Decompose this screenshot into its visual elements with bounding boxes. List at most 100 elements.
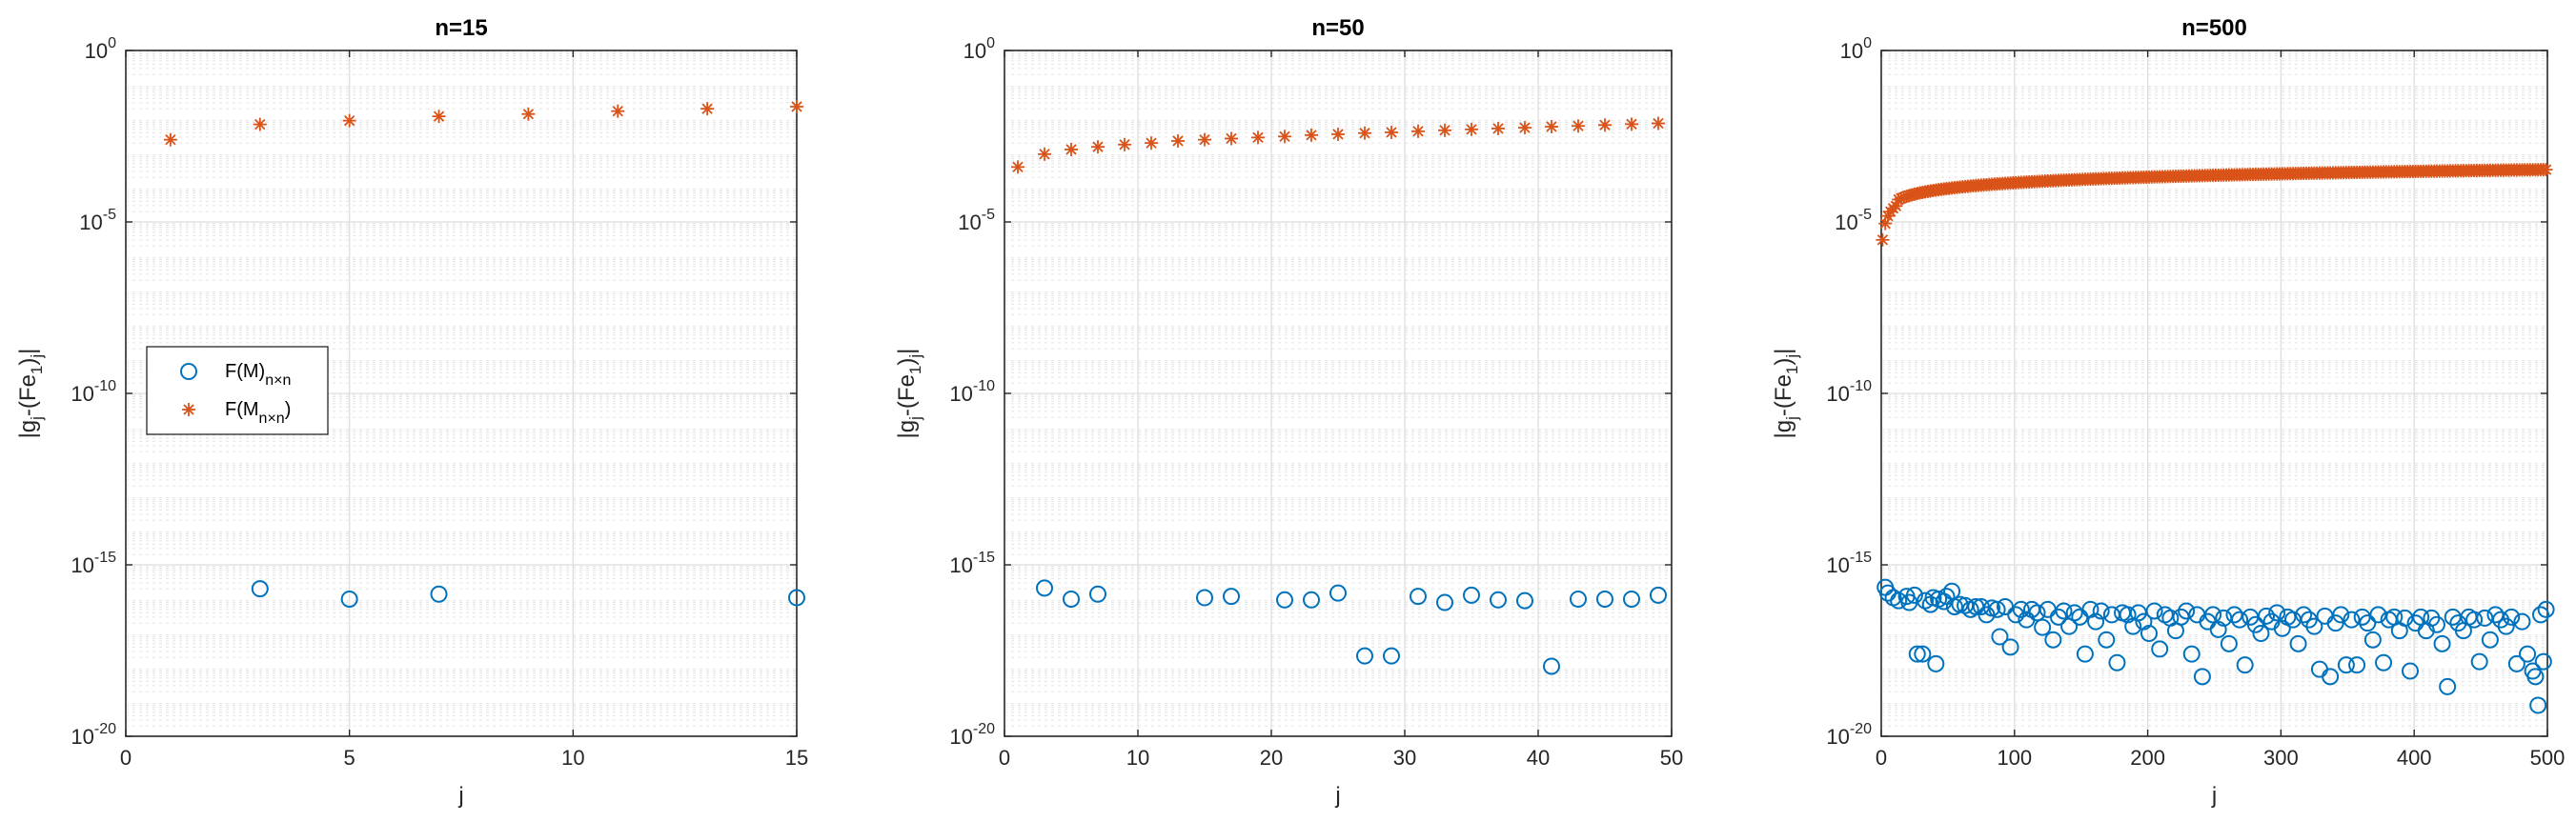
data-points	[1011, 116, 1667, 675]
data-point-circle	[2193, 668, 2211, 686]
data-point-circle	[2519, 645, 2537, 663]
data-point-circle	[2246, 615, 2264, 633]
data-point-circle	[1490, 591, 1507, 609]
data-point-star	[1065, 142, 1078, 156]
data-point-circle	[2145, 602, 2163, 620]
data-point-circle	[2178, 602, 2196, 620]
x-tick-label: 50	[1660, 746, 1683, 770]
data-point-circle	[2343, 611, 2361, 629]
data-point-circle	[2503, 608, 2521, 626]
data-point-star	[163, 132, 177, 147]
data-point-circle	[1991, 628, 2009, 646]
data-point-circle	[1908, 645, 1926, 663]
data-point-circle	[1570, 591, 1587, 608]
data-point-star	[2539, 163, 2553, 177]
data-point-circle	[2402, 662, 2420, 680]
data-point-circle	[2481, 631, 2499, 649]
data-point-circle	[2486, 606, 2505, 624]
data-point-circle	[1516, 591, 1533, 610]
data-point-circle	[2337, 656, 2355, 674]
data-point-circle	[2225, 606, 2243, 624]
data-point-circle	[1543, 657, 1560, 675]
data-point-circle	[2028, 604, 2046, 622]
y-tick-label: 10-15	[949, 550, 995, 577]
legend: F(M)n×n F(Mn×n)	[146, 346, 329, 435]
data-point-circle	[2007, 606, 2025, 624]
data-point-circle	[2470, 652, 2488, 671]
x-tick-label: 15	[785, 746, 808, 770]
data-point-circle	[2236, 656, 2254, 674]
data-point-circle	[1223, 588, 1240, 606]
data-point-circle	[2369, 606, 2387, 624]
legend-entry-label: F(M)n×n	[225, 361, 291, 389]
y-tick-label: 10-10	[71, 378, 116, 406]
data-point-circle	[2209, 620, 2227, 638]
data-point-circle	[2098, 631, 2116, 649]
y-tick-label: 10-5	[1835, 207, 1872, 234]
data-point-circle	[2359, 614, 2377, 632]
data-point-circle	[1303, 591, 1320, 609]
data-point-circle	[2087, 612, 2105, 631]
y-tick-label: 10-20	[71, 721, 116, 749]
x-tick-label: 30	[1393, 746, 1416, 770]
x-tick-label: 500	[2530, 746, 2566, 770]
data-point-circle	[1436, 593, 1453, 611]
y-tick-label: 10-5	[958, 207, 995, 234]
data-point-circle	[1890, 591, 1908, 610]
data-point-circle	[2537, 600, 2555, 618]
data-point-star	[1145, 136, 1158, 150]
data-point-star	[1171, 133, 1185, 148]
data-point-star	[1038, 147, 1051, 161]
chart-title: n=500	[2181, 15, 2247, 41]
data-point-circle	[2353, 608, 2371, 626]
data-point-circle	[2363, 631, 2382, 649]
y-tick-label: 100	[85, 35, 116, 63]
data-point-circle	[430, 585, 448, 603]
data-point-circle	[251, 580, 269, 598]
data-point-circle	[1650, 586, 1667, 604]
legend-entry-label: F(Mn×n)	[225, 399, 291, 427]
data-point-circle	[2220, 634, 2238, 652]
data-point-circle	[1356, 647, 1373, 665]
data-point-star	[1652, 116, 1665, 130]
chart-title: n=50	[1311, 15, 1364, 41]
data-point-star	[611, 104, 625, 118]
y-tick-label: 10-20	[949, 721, 995, 749]
x-tick-label: 300	[2263, 746, 2299, 770]
x-tick-label: 5	[344, 746, 355, 770]
y-tick-label: 10-20	[1826, 721, 1872, 749]
grid	[1880, 50, 2548, 737]
data-point-circle	[788, 589, 805, 607]
data-point-circle	[2076, 645, 2094, 663]
data-point-star	[1198, 132, 1211, 147]
data-point-circle	[2182, 645, 2201, 663]
data-point-star	[1876, 232, 1890, 247]
y-axis-label: |gj-(Fe1)j|	[1771, 349, 1801, 439]
data-point-circle	[2439, 677, 2457, 695]
data-point-circle	[1383, 647, 1400, 665]
y-tick-label: 100	[1840, 35, 1872, 63]
chart-title: n=15	[435, 15, 487, 41]
data-point-star	[1438, 123, 1451, 137]
data-point-circle	[2295, 606, 2313, 624]
x-tick-label: 200	[2130, 746, 2165, 770]
data-point-circle	[1905, 586, 1923, 604]
y-axis-label: |gj-(Fe1)j|	[894, 349, 924, 439]
data-point-circle	[2044, 631, 2062, 649]
y-tick-label: 10-15	[71, 550, 116, 577]
data-point-star	[1225, 131, 1238, 146]
y-tick-label: 10-10	[1826, 378, 1872, 406]
data-point-circle	[1329, 584, 1347, 602]
data-point-circle	[2348, 656, 2366, 674]
y-axis-label: |gj-(Fe1)j|	[15, 349, 46, 439]
data-point-star	[1625, 117, 1638, 131]
data-point-star	[521, 107, 536, 121]
data-point-circle	[2034, 618, 2052, 636]
data-point-star	[432, 110, 446, 124]
x-tick-label: 0	[1876, 746, 1887, 770]
x-tick-label: 400	[2397, 746, 2432, 770]
x-axis-label: j	[457, 783, 463, 809]
data-point-star	[1358, 126, 1371, 140]
data-point-circle	[2289, 634, 2307, 652]
